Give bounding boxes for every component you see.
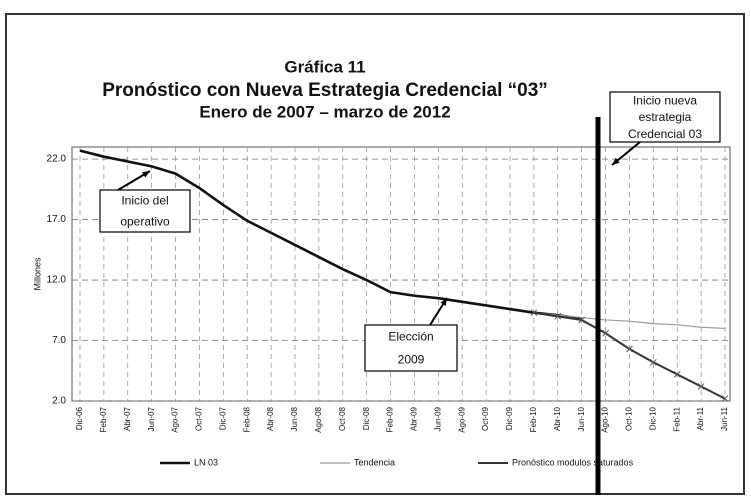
annotation-text: operativo xyxy=(120,215,170,229)
marker xyxy=(626,345,633,353)
annotation-box xyxy=(364,324,458,372)
legend-label: Pronóstico modulos saturados xyxy=(512,457,634,467)
marker xyxy=(673,371,681,378)
x-tick-label: Jun-11 xyxy=(720,406,729,430)
series-line xyxy=(79,149,582,321)
x-tick-label: Dic-09 xyxy=(505,406,514,430)
marker xyxy=(721,395,729,402)
plot-area xyxy=(71,146,731,402)
y-tick-label: 2.0 xyxy=(52,396,66,407)
annotation-text: Elección xyxy=(388,330,433,344)
x-tick-label: Ago-10 xyxy=(601,406,610,432)
chart-title: Gráfica 11 xyxy=(284,57,365,76)
y-tick-label: 22.0 xyxy=(47,154,67,165)
x-tick-label: Oct-08 xyxy=(338,406,347,431)
legend-label: LN 03 xyxy=(194,457,218,467)
annotation-text: estrategia xyxy=(639,110,692,124)
x-tick-label: Feb-09 xyxy=(386,406,395,432)
x-tick-label: Dic-06 xyxy=(75,406,84,430)
x-tick-label: Oct-07 xyxy=(195,406,204,431)
y-axis-label: Millones xyxy=(32,257,42,291)
annotation-box xyxy=(609,91,721,143)
x-tick-label: Abr-07 xyxy=(123,406,132,431)
x-tick-label: Ago-07 xyxy=(171,406,180,432)
marker xyxy=(578,316,586,324)
y-tick-label: 7.0 xyxy=(52,335,66,346)
x-tick-label: Dic-10 xyxy=(648,406,657,430)
x-tick-label: Dic-07 xyxy=(218,406,227,430)
annotation-text: Inicio nueva xyxy=(633,94,697,108)
arrow-head xyxy=(142,171,150,178)
x-tick-label: Abr-08 xyxy=(266,406,275,431)
marker xyxy=(697,383,705,390)
series-line xyxy=(533,312,726,330)
marker xyxy=(554,312,562,320)
x-tick-label: Feb-08 xyxy=(242,406,251,432)
chart-title: Enero de 2007 – marzo de 2012 xyxy=(199,102,450,121)
x-tick-label: Jun-09 xyxy=(433,406,442,431)
y-tick-label: 12.0 xyxy=(47,275,67,286)
x-tick-label: Jun-10 xyxy=(577,406,586,431)
annotation-text: Credencial 03 xyxy=(628,127,702,141)
x-tick-label: Feb-11 xyxy=(672,406,681,431)
x-tick-label: Jun-07 xyxy=(147,406,156,431)
legend-label: Tendencia xyxy=(354,457,395,467)
x-tick-label: Oct-09 xyxy=(481,406,490,431)
x-tick-label: Jun-08 xyxy=(290,406,299,431)
x-tick-label: Abr-11 xyxy=(696,406,705,430)
chart-title: Pronóstico con Nueva Estrategia Credenci… xyxy=(102,80,548,101)
x-tick-label: Feb-10 xyxy=(529,406,538,432)
marker xyxy=(649,358,657,366)
arrow-head xyxy=(440,298,447,306)
x-tick-label: Ago-08 xyxy=(314,406,323,432)
annotation-box xyxy=(99,189,191,233)
y-tick-label: 17.0 xyxy=(47,214,67,225)
marker xyxy=(602,329,609,337)
annotation-text: 2009 xyxy=(398,353,425,367)
x-tick-label: Abr-09 xyxy=(410,406,419,431)
annotation-text: Inicio del xyxy=(121,194,168,208)
x-tick-label: Ago-09 xyxy=(457,406,466,432)
x-tick-label: Abr-10 xyxy=(553,406,562,431)
marker xyxy=(530,309,538,317)
x-tick-label: Dic-08 xyxy=(362,406,371,430)
arrow-head xyxy=(612,157,620,165)
x-tick-label: Feb-07 xyxy=(99,406,108,432)
x-tick-label: Oct-10 xyxy=(625,406,634,431)
